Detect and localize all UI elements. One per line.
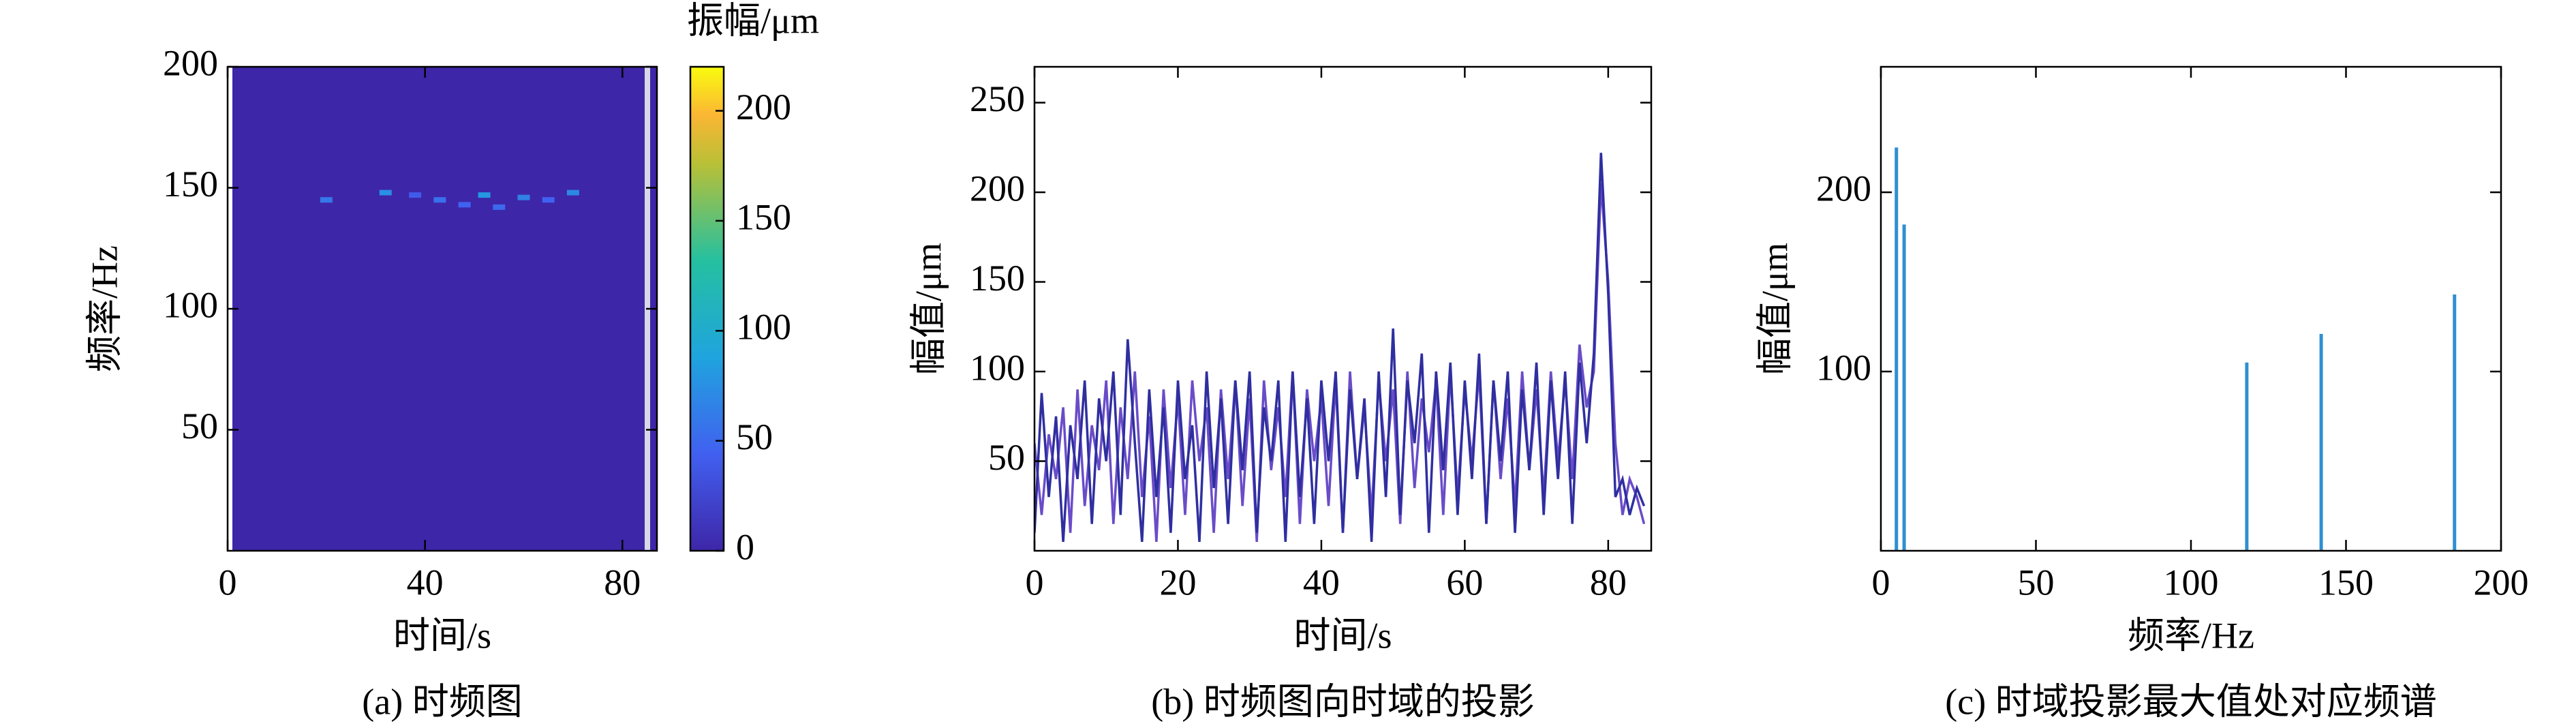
- x-tick-label: 100: [2164, 562, 2219, 603]
- heatmap-cell: [493, 204, 506, 210]
- y-tick-label: 50: [181, 406, 218, 446]
- heatmap-cell: [478, 192, 491, 198]
- heatmap-cell: [433, 197, 446, 203]
- colorbar-label: 振幅/μm: [687, 0, 819, 41]
- y-tick-label: 50: [988, 437, 1025, 478]
- y-axis-label: 幅值/μm: [908, 243, 949, 375]
- panel: 100 200 0 50 100 150 200 频率/Hz 幅值/μm (c) 时域投影最大值处…: [1754, 65, 2529, 722]
- y-axis-label: 频率/Hz: [84, 245, 125, 372]
- heatmap-cell: [542, 197, 555, 203]
- x-tick-label: 150: [2318, 562, 2374, 603]
- colorbar-tick-label: 100: [736, 307, 791, 348]
- y-axis-label: 幅值/μm: [1754, 243, 1795, 375]
- x-tick-label: 20: [1159, 562, 1196, 603]
- heatmap-cell: [409, 192, 422, 198]
- heatmap-cell: [379, 189, 392, 196]
- heatmap-background: [228, 67, 657, 551]
- caption: (a) 时频图: [362, 681, 522, 722]
- x-axis-label: 时间/s: [393, 615, 491, 656]
- x-axis-label: 时间/s: [1293, 615, 1392, 656]
- x-tick-label: 0: [219, 562, 237, 603]
- heatmap-cell: [566, 189, 579, 196]
- colorbar-tick-label: 50: [736, 416, 773, 457]
- x-tick-label: 50: [2018, 562, 2055, 603]
- x-tick-label: 200: [2474, 562, 2529, 603]
- y-tick-label: 250: [970, 78, 1025, 119]
- x-tick-label: 0: [1872, 562, 1890, 603]
- heatmap-cell: [320, 197, 333, 203]
- y-tick-label: 150: [970, 258, 1025, 299]
- x-tick-label: 0: [1026, 562, 1044, 603]
- colorbar-tick-label: 150: [736, 196, 791, 237]
- caption: (b) 时频图向时域的投影: [1151, 681, 1534, 722]
- y-tick-label: 100: [970, 347, 1025, 388]
- y-tick-label: 100: [163, 284, 218, 325]
- y-tick-label: 100: [1816, 347, 1871, 388]
- x-tick-label: 80: [604, 562, 641, 603]
- plot-frame: [1880, 65, 2502, 552]
- y-tick-label: 200: [163, 42, 218, 83]
- panel: 50 100 150 200 250 0 20 40 60 80 时间/s 幅值/μm (b) 时频图向…: [908, 65, 1653, 722]
- heatmap-cell: [517, 194, 530, 200]
- colorbar-tick-label: 0: [736, 526, 754, 567]
- plot-frame: [1033, 65, 1653, 552]
- series-line: [1034, 153, 1646, 543]
- colorbar-tick-label: 200: [736, 87, 791, 127]
- x-tick-label: 40: [407, 562, 444, 603]
- colorbar: [689, 65, 725, 552]
- x-tick-label: 60: [1446, 562, 1483, 603]
- x-tick-label: 80: [1590, 562, 1627, 603]
- y-tick-label: 150: [163, 164, 218, 204]
- x-axis-label: 频率/Hz: [2128, 615, 2254, 656]
- y-tick-label: 200: [1816, 168, 1871, 209]
- heatmap-cell: [458, 202, 471, 208]
- panel: 0 50 100 150 200 振幅/μm 50 100 150 200 0 40 80 时间/s 频率/…: [84, 0, 819, 722]
- x-tick-label: 40: [1303, 562, 1340, 603]
- caption: (c) 时域投影最大值处对应频谱: [1945, 681, 2436, 722]
- y-tick-label: 200: [970, 168, 1025, 209]
